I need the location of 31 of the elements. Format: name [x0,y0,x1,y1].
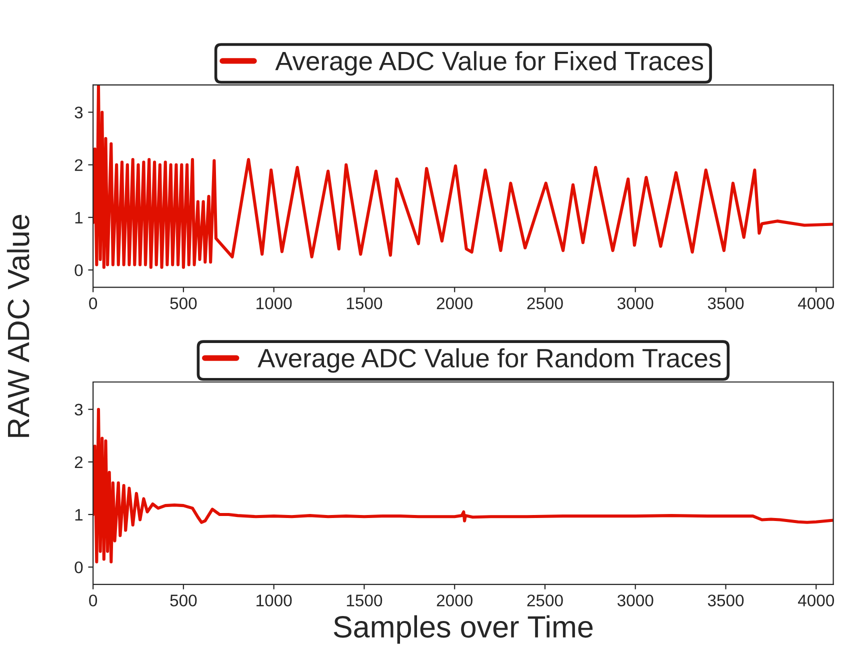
x-tick-label: 500 [170,297,197,310]
x-tick-label: 4000 [798,297,834,310]
y-tick-label: 3 [74,106,83,118]
x-tick-label: 1000 [256,594,292,606]
x-tick-label: 0 [89,594,98,606]
x-tick-label: 3500 [708,297,744,310]
x-tick-label: 4000 [798,594,834,606]
y-tick-label: 2 [74,456,82,468]
x-tick-label: 1500 [346,297,382,310]
x-tick-label: 2500 [527,594,563,606]
y-axis-title: RAW ADC Value [6,214,30,437]
y-tick-label: 0 [74,561,83,574]
x-tick-label: 3000 [617,297,654,310]
x-tick-label: 3000 [617,594,654,606]
x-tick-label: 0 [89,297,98,310]
x-axis-title: Samples over Time [334,615,593,644]
y-tick-label: 1 [75,212,83,224]
x-tick-label: 2500 [527,297,563,310]
y-tick-label: 2 [74,159,82,171]
y-tick-label: 3 [74,404,83,416]
x-tick-label: 500 [170,594,197,606]
legend-label: Average ADC Value for Random Traces [258,348,721,373]
legend-label: Average ADC Value for Fixed Traces [275,51,704,76]
line-series [93,408,834,564]
y-tick-label: 0 [74,264,83,276]
x-tick-label: 2000 [436,594,472,606]
x-tick-label: 3500 [708,594,744,606]
x-tick-label: 1500 [346,594,382,606]
x-tick-label: 1000 [256,297,292,310]
x-tick-label: 2000 [436,297,472,310]
y-tick-label: 1 [75,509,83,521]
